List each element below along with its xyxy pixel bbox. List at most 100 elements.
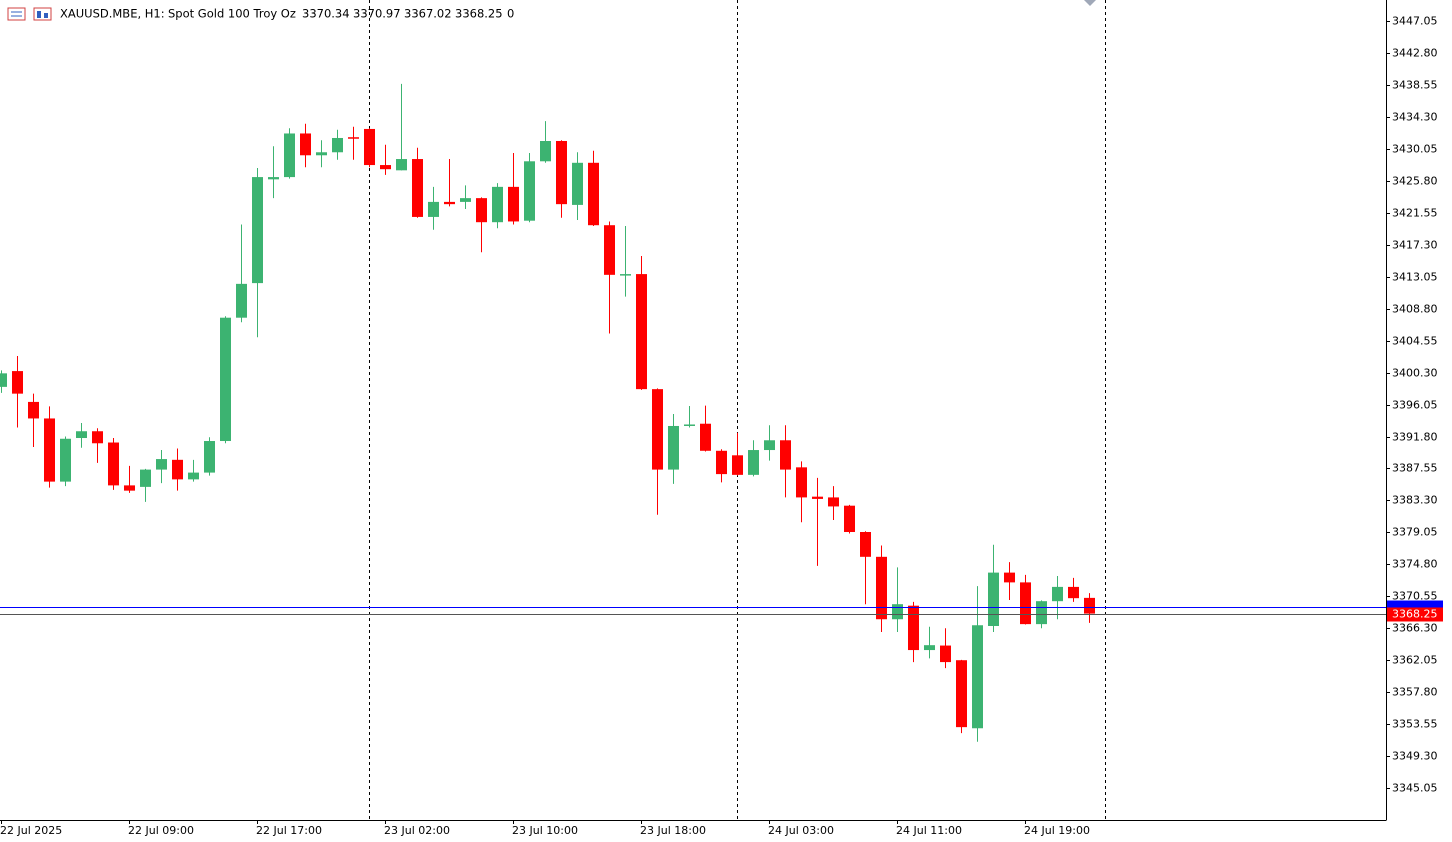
candle-body bbox=[748, 450, 759, 475]
y-tick-label: 3425.80 bbox=[1392, 175, 1438, 188]
y-tick-label: 3438.55 bbox=[1392, 79, 1438, 92]
candle bbox=[860, 531, 871, 605]
candle bbox=[1020, 574, 1031, 625]
candle-body bbox=[524, 161, 535, 221]
candle-body bbox=[972, 625, 983, 729]
y-tick-label: 3349.30 bbox=[1392, 750, 1438, 763]
candle bbox=[700, 405, 711, 452]
candle bbox=[44, 406, 55, 488]
candle-body bbox=[364, 128, 375, 166]
header-close: 3368.25 bbox=[455, 7, 503, 21]
shift-marker[interactable] bbox=[1084, 0, 1096, 6]
ask-label-box bbox=[1387, 600, 1443, 610]
header: XAUUSD.MBE, H1: Spot Gold 100 Troy Oz 33… bbox=[60, 7, 514, 21]
bid-label: 3368.25 bbox=[1392, 608, 1438, 621]
candle bbox=[956, 659, 967, 734]
candle bbox=[412, 147, 423, 218]
candle bbox=[332, 129, 343, 160]
candle-body bbox=[0, 373, 7, 387]
y-tick-label: 3400.30 bbox=[1392, 367, 1438, 380]
candle-body bbox=[780, 440, 791, 470]
chart-icon[interactable] bbox=[33, 7, 52, 21]
candle-body bbox=[300, 133, 311, 156]
candle-body bbox=[764, 440, 775, 451]
header-icons bbox=[7, 7, 52, 21]
candle bbox=[124, 465, 135, 493]
candle bbox=[380, 144, 391, 175]
candle bbox=[796, 461, 807, 523]
y-tick-label: 3396.05 bbox=[1392, 399, 1438, 412]
candle bbox=[364, 128, 375, 168]
symbol-title: XAUUSD.MBE, H1: bbox=[60, 7, 165, 21]
x-tick-label: 22 Jul 17:00 bbox=[256, 824, 322, 837]
candle bbox=[780, 425, 791, 498]
candle bbox=[172, 448, 183, 491]
candle-body bbox=[44, 418, 55, 482]
chart-icon-bar bbox=[44, 13, 48, 18]
candle bbox=[540, 121, 551, 163]
header-value: 0 bbox=[507, 7, 514, 21]
candle-body bbox=[508, 186, 519, 222]
candle-body bbox=[332, 137, 343, 153]
candle-body bbox=[924, 645, 935, 651]
candle bbox=[188, 459, 199, 482]
candle-body bbox=[188, 472, 199, 480]
candle bbox=[156, 450, 167, 484]
candle bbox=[28, 393, 39, 448]
candle bbox=[524, 153, 535, 223]
candle-body bbox=[12, 371, 23, 394]
candle-body bbox=[1068, 586, 1079, 599]
candle bbox=[620, 225, 631, 297]
candle bbox=[668, 413, 679, 484]
candle-body bbox=[1004, 572, 1015, 583]
candle-body bbox=[460, 198, 471, 202]
candle bbox=[348, 126, 359, 160]
candle bbox=[812, 477, 823, 566]
candle bbox=[476, 197, 487, 253]
candle-body bbox=[668, 425, 679, 470]
candle bbox=[972, 586, 983, 742]
candle-body bbox=[540, 140, 551, 162]
candle bbox=[444, 159, 455, 207]
candle bbox=[12, 356, 23, 428]
candle-body bbox=[92, 431, 103, 444]
candle-body bbox=[1036, 601, 1047, 625]
candle bbox=[0, 370, 7, 393]
candle-body bbox=[892, 604, 903, 620]
y-tick-label: 3370.55 bbox=[1392, 590, 1438, 603]
candle-body bbox=[828, 497, 839, 507]
y-tick-label: 3379.05 bbox=[1392, 526, 1438, 539]
candle-body bbox=[812, 496, 823, 499]
candle bbox=[92, 428, 103, 463]
candle-body bbox=[284, 133, 295, 178]
candle bbox=[684, 406, 695, 428]
y-tick-label: 3447.05 bbox=[1392, 15, 1438, 28]
x-tick-label: 23 Jul 02:00 bbox=[384, 824, 450, 837]
bid-label-box bbox=[1387, 607, 1443, 622]
menu-icon[interactable] bbox=[7, 7, 26, 21]
y-tick-label: 3404.55 bbox=[1392, 335, 1438, 348]
y-tick-label: 3353.55 bbox=[1392, 718, 1438, 731]
candle bbox=[1004, 562, 1015, 601]
y-tick-label: 3442.80 bbox=[1392, 47, 1438, 60]
candle-body bbox=[1020, 582, 1031, 625]
candle bbox=[588, 150, 599, 226]
candle-body bbox=[396, 159, 407, 171]
candle-body bbox=[732, 455, 743, 475]
header-high: 3370.97 bbox=[353, 7, 401, 21]
y-tick-label: 3434.30 bbox=[1392, 111, 1438, 124]
candle bbox=[60, 436, 71, 487]
candle-body bbox=[140, 469, 151, 487]
candle bbox=[76, 422, 87, 448]
y-tick-label: 3366.30 bbox=[1392, 622, 1438, 635]
y-tick-label: 3430.05 bbox=[1392, 143, 1438, 156]
candle bbox=[508, 153, 519, 225]
candle-body bbox=[428, 201, 439, 217]
candle bbox=[636, 256, 647, 390]
y-tick-label: 3362.05 bbox=[1392, 654, 1438, 667]
x-tick-label: 23 Jul 10:00 bbox=[512, 824, 578, 837]
chart-icon-bar bbox=[37, 11, 41, 18]
candle-body bbox=[124, 485, 135, 491]
